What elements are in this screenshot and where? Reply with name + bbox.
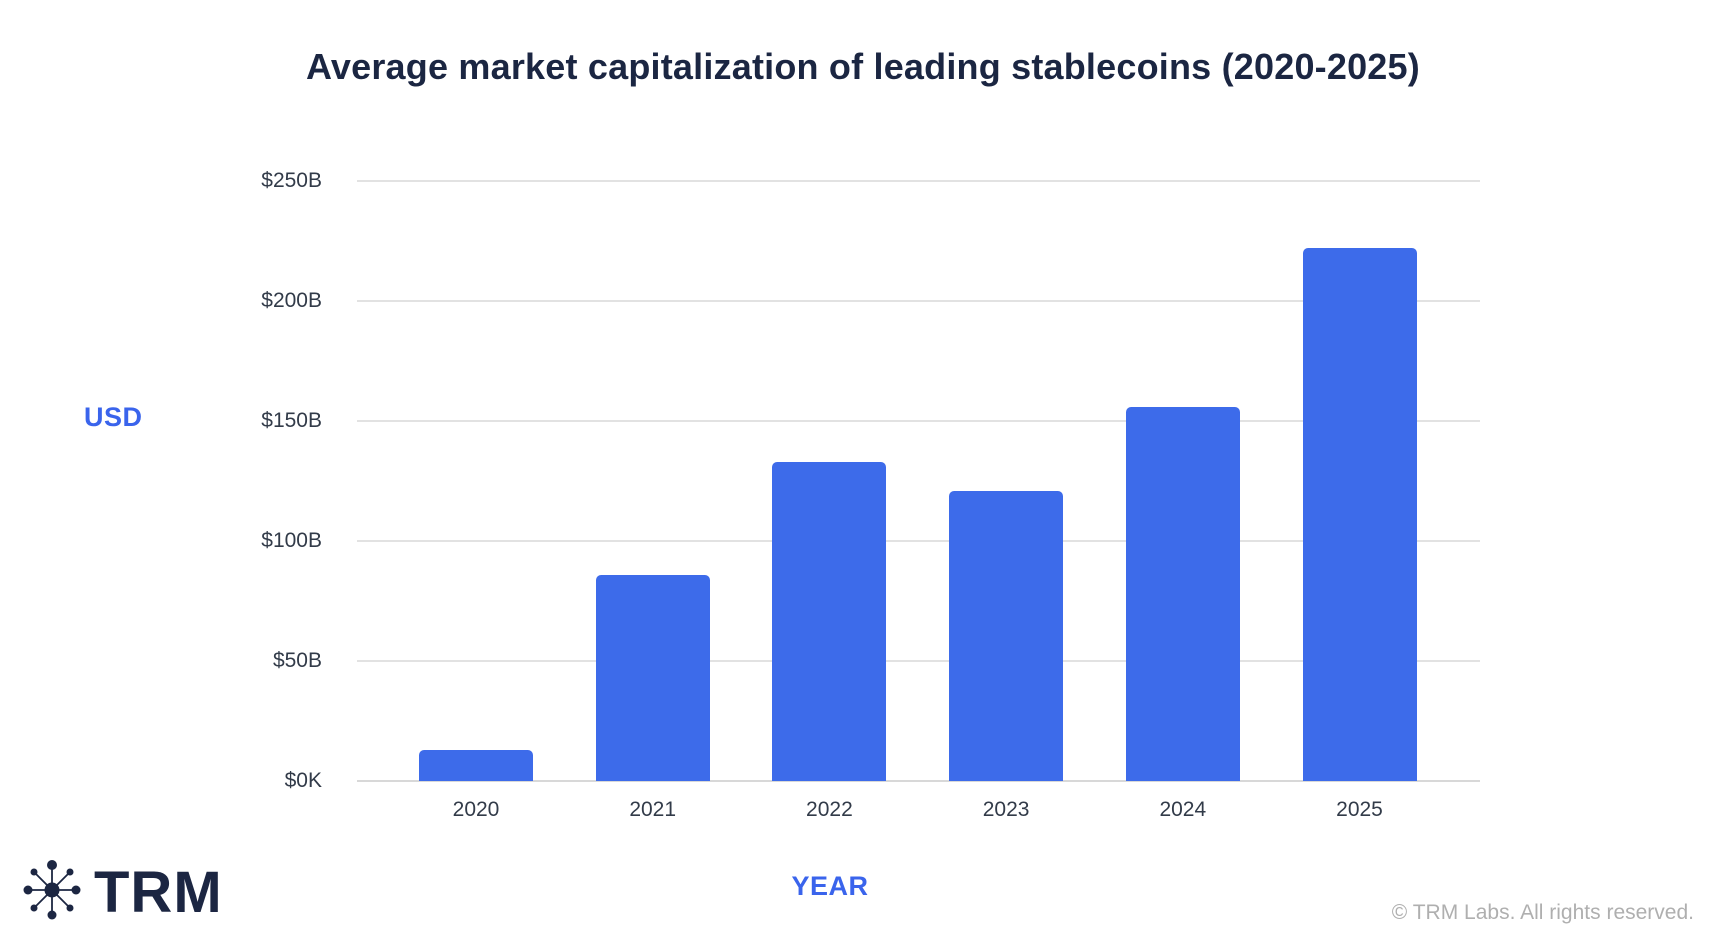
- x-tick-label: 2020: [452, 798, 500, 821]
- trm-logo-text: TRM: [94, 859, 223, 925]
- y-tick-label: $100B: [261, 529, 322, 552]
- gridline: [357, 180, 1480, 182]
- y-tick-label: $250B: [261, 169, 322, 192]
- copyright-text: © TRM Labs. All rights reserved.: [1391, 901, 1694, 924]
- x-tick-label: 2024: [1159, 798, 1207, 821]
- bar-2022: [772, 462, 887, 781]
- y-tick-label: $150B: [261, 409, 322, 432]
- y-tick-label: $200B: [261, 289, 322, 312]
- x-axis-line: [357, 780, 1480, 782]
- bar-2020: [419, 750, 533, 781]
- x-tick-label: 2025: [1336, 798, 1383, 821]
- y-tick-label: $50B: [272, 649, 322, 672]
- gridline: [357, 300, 1480, 302]
- y-tick-label: $0K: [284, 769, 322, 792]
- bar-2021: [595, 575, 710, 781]
- bar-2025: [1302, 248, 1417, 781]
- gridline: [357, 660, 1480, 662]
- y-axis-title: USD: [84, 402, 143, 432]
- network-nodes-icon: [20, 856, 84, 929]
- x-tick-label: 2021: [629, 798, 677, 821]
- bar-2023: [949, 491, 1064, 781]
- bar-2024: [1125, 407, 1240, 781]
- x-tick-label: 2022: [806, 798, 853, 821]
- trm-logo: TRM: [20, 856, 223, 929]
- x-axis-title: YEAR: [791, 871, 869, 901]
- gridline: [357, 420, 1480, 422]
- chart-title: Average market capitalization of leading…: [306, 46, 1420, 87]
- x-tick-label: 2023: [982, 798, 1030, 821]
- gridline: [357, 540, 1480, 542]
